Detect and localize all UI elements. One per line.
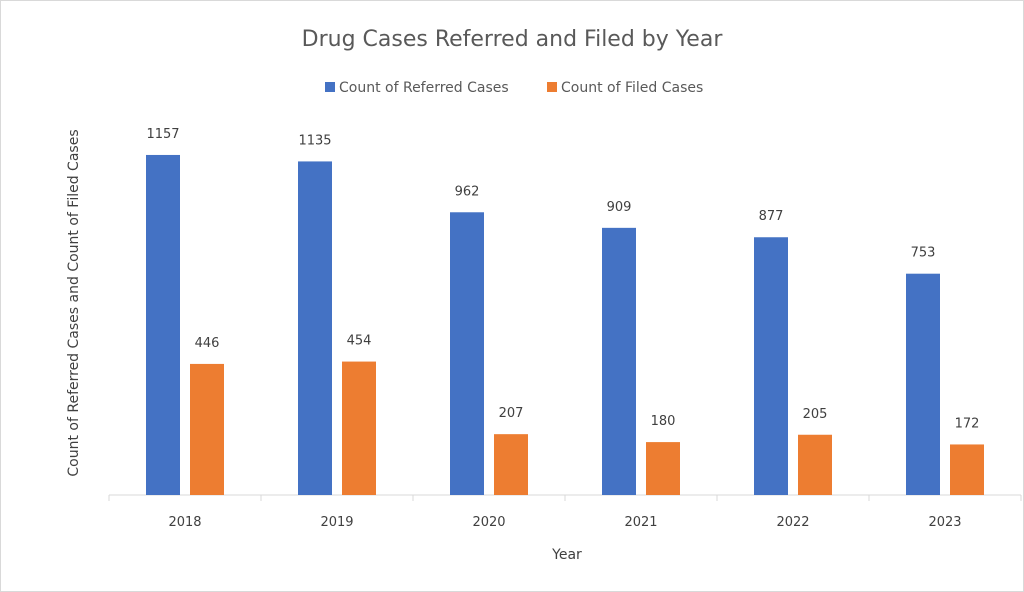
bar-referred-2020 bbox=[450, 212, 484, 496]
bar-referred-2021 bbox=[602, 227, 636, 495]
data-label-referred-2019: 1135 bbox=[298, 133, 331, 148]
data-label-referred-2020: 962 bbox=[455, 184, 480, 199]
bar-referred-2022 bbox=[754, 237, 788, 495]
data-label-filed-2023: 172 bbox=[955, 416, 980, 431]
legend-swatch-2 bbox=[547, 82, 557, 92]
bar-filed-2019 bbox=[342, 361, 376, 495]
x-tick-label-2018: 2018 bbox=[168, 515, 201, 530]
data-label-filed-2019: 454 bbox=[347, 334, 372, 349]
x-axis-title: Year bbox=[551, 547, 582, 563]
data-label-filed-2018: 446 bbox=[195, 336, 220, 351]
plot-area: 1157 446 2018 1135 454 2019 962 207 2020 909 180 20… bbox=[108, 127, 1022, 530]
data-label-referred-2021: 909 bbox=[607, 200, 632, 215]
bar-referred-2019 bbox=[298, 161, 332, 495]
x-tick-label-2019: 2019 bbox=[320, 515, 353, 530]
bar-filed-2021 bbox=[646, 442, 680, 495]
chart-legend: Count of Referred Cases Count of Filed Ca… bbox=[325, 80, 703, 96]
x-tick-label-2021: 2021 bbox=[624, 515, 657, 530]
legend-label-2: Count of Filed Cases bbox=[561, 80, 703, 96]
y-axis-title: Count of Referred Cases and Count of Fil… bbox=[66, 129, 82, 476]
data-label-referred-2023: 753 bbox=[911, 246, 936, 261]
bar-referred-2018 bbox=[146, 154, 180, 495]
legend-swatch-1 bbox=[325, 82, 335, 92]
bar-filed-2020 bbox=[494, 434, 528, 495]
bar-filed-2022 bbox=[798, 434, 832, 495]
x-tick-label-2023: 2023 bbox=[928, 515, 961, 530]
bar-referred-2023 bbox=[906, 273, 940, 495]
data-label-referred-2022: 877 bbox=[759, 209, 784, 224]
bar-filed-2023 bbox=[950, 444, 984, 495]
legend-label-1: Count of Referred Cases bbox=[339, 80, 509, 96]
data-label-filed-2021: 180 bbox=[651, 414, 676, 429]
chart-title: Drug Cases Referred and Filed by Year bbox=[302, 27, 724, 52]
bar-filed-2018 bbox=[190, 363, 224, 495]
x-tick-label-2020: 2020 bbox=[472, 515, 505, 530]
data-label-referred-2018: 1157 bbox=[146, 127, 179, 142]
data-label-filed-2022: 205 bbox=[803, 407, 828, 422]
data-label-filed-2020: 207 bbox=[499, 406, 524, 421]
x-tick-label-2022: 2022 bbox=[776, 515, 809, 530]
